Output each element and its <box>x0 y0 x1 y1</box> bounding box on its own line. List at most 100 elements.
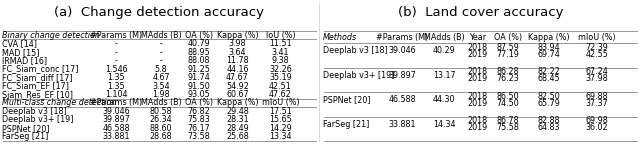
Text: 35.19: 35.19 <box>269 73 292 82</box>
Text: 47.67: 47.67 <box>226 73 249 82</box>
Text: 93.05: 93.05 <box>188 90 211 99</box>
Text: 42.51: 42.51 <box>269 82 292 91</box>
Text: 26.34: 26.34 <box>150 115 172 124</box>
Text: 88.08: 88.08 <box>188 56 211 65</box>
Text: 83.94: 83.94 <box>538 43 561 52</box>
Text: 69.98: 69.98 <box>586 116 609 125</box>
Text: IRMAD [16]: IRMAD [16] <box>1 56 47 65</box>
Text: 39.897: 39.897 <box>388 71 417 80</box>
Text: -: - <box>115 39 118 48</box>
Text: FC_Siam_diff [17]: FC_Siam_diff [17] <box>1 73 72 82</box>
Text: MAD [15]: MAD [15] <box>1 48 39 57</box>
Text: -: - <box>115 48 118 57</box>
Text: 60.67: 60.67 <box>226 90 249 99</box>
Text: 46.588: 46.588 <box>102 124 130 133</box>
Text: 72.39: 72.39 <box>586 43 609 52</box>
Text: Kappa (%): Kappa (%) <box>529 33 570 42</box>
Text: 40.79: 40.79 <box>188 39 211 48</box>
Text: 33.881: 33.881 <box>102 132 130 141</box>
Text: 37.98: 37.98 <box>586 74 609 83</box>
Text: 91.25: 91.25 <box>188 65 211 74</box>
Text: 1.35: 1.35 <box>108 73 125 82</box>
Text: -: - <box>159 48 163 57</box>
Text: 69.88: 69.88 <box>586 92 608 101</box>
Text: 3.64: 3.64 <box>228 48 246 57</box>
Text: 47.62: 47.62 <box>269 90 292 99</box>
Text: 67.24: 67.24 <box>586 67 609 76</box>
Text: 14.34: 14.34 <box>433 120 455 129</box>
Text: 3.54: 3.54 <box>152 82 170 91</box>
Text: 86.78: 86.78 <box>497 116 519 125</box>
Text: 25.68: 25.68 <box>226 132 249 141</box>
Text: 9.38: 9.38 <box>271 56 289 65</box>
Text: 1.546: 1.546 <box>105 65 127 74</box>
Text: 28.68: 28.68 <box>150 132 172 141</box>
Text: 2019: 2019 <box>467 50 488 59</box>
Text: 76.23: 76.23 <box>497 74 519 83</box>
Text: 28.49: 28.49 <box>226 124 249 133</box>
Text: 4.67: 4.67 <box>152 73 170 82</box>
Text: 2019: 2019 <box>467 123 488 132</box>
Text: 44.30: 44.30 <box>433 95 455 104</box>
Text: IoU (%): IoU (%) <box>266 31 295 40</box>
Text: OA (%): OA (%) <box>493 33 522 42</box>
Text: Binary change detection: Binary change detection <box>1 31 100 40</box>
Text: 33.881: 33.881 <box>389 120 416 129</box>
Text: OA (%): OA (%) <box>185 31 213 40</box>
Text: Deeplab v3 [18]: Deeplab v3 [18] <box>323 46 388 55</box>
Text: 1.98: 1.98 <box>152 90 170 99</box>
Text: 91.74: 91.74 <box>188 73 211 82</box>
Text: Kappa (%): Kappa (%) <box>216 31 259 40</box>
Text: 1.104: 1.104 <box>105 90 127 99</box>
Text: 91.50: 91.50 <box>188 82 211 91</box>
Text: MAdds (B): MAdds (B) <box>141 98 181 107</box>
Text: 2019: 2019 <box>467 74 488 83</box>
Text: Methods: Methods <box>323 33 357 42</box>
Text: 75.83: 75.83 <box>188 115 211 124</box>
Text: 39.897: 39.897 <box>102 115 131 124</box>
Text: 86.50: 86.50 <box>497 92 519 101</box>
Text: 2019: 2019 <box>467 99 488 108</box>
Text: FC_Siam_EF [17]: FC_Siam_EF [17] <box>1 82 68 91</box>
Text: Year: Year <box>469 33 486 42</box>
Text: PSPNet [20]: PSPNet [20] <box>323 95 371 104</box>
Text: MAdds (B): MAdds (B) <box>424 33 465 42</box>
Text: 65.79: 65.79 <box>538 99 561 108</box>
Text: Kappa (%): Kappa (%) <box>216 98 259 107</box>
Text: 82.22: 82.22 <box>538 67 561 76</box>
Text: 29.48: 29.48 <box>226 107 249 116</box>
Text: 36.02: 36.02 <box>586 123 608 132</box>
Text: Deeplab v3+ [19]: Deeplab v3+ [19] <box>323 71 394 80</box>
Text: 44.16: 44.16 <box>226 65 249 74</box>
Text: 69.74: 69.74 <box>538 50 561 59</box>
Text: Deeplab v3 [18]: Deeplab v3 [18] <box>1 107 67 116</box>
Text: 82.88: 82.88 <box>538 116 561 125</box>
Text: Siam_Res_EF [10]: Siam_Res_EF [10] <box>1 90 72 99</box>
Text: 42.55: 42.55 <box>586 50 609 59</box>
Text: (b)  Land cover accuracy: (b) Land cover accuracy <box>398 6 563 19</box>
Text: 13.34: 13.34 <box>269 132 292 141</box>
Text: 73.58: 73.58 <box>188 132 211 141</box>
Text: -: - <box>159 56 163 65</box>
Text: 32.26: 32.26 <box>269 65 292 74</box>
Text: #Params (M): #Params (M) <box>90 98 142 107</box>
Text: 82.50: 82.50 <box>538 92 561 101</box>
Text: -: - <box>115 56 118 65</box>
Text: 15.65: 15.65 <box>269 115 292 124</box>
Text: Deeplab v3+ [19]: Deeplab v3+ [19] <box>1 115 73 124</box>
Text: 88.95: 88.95 <box>188 48 211 57</box>
Text: PSPNet [20]: PSPNet [20] <box>1 124 49 133</box>
Text: 14.29: 14.29 <box>269 124 292 133</box>
Text: 3.98: 3.98 <box>228 39 246 48</box>
Text: 1.35: 1.35 <box>108 82 125 91</box>
Text: 2018: 2018 <box>467 67 488 76</box>
Text: 28.31: 28.31 <box>226 115 249 124</box>
Text: CVA [14]: CVA [14] <box>1 39 36 48</box>
Text: 2018: 2018 <box>467 116 488 125</box>
Text: 77.19: 77.19 <box>496 50 519 59</box>
Text: FarSeg [21]: FarSeg [21] <box>1 132 48 141</box>
Text: 40.29: 40.29 <box>433 46 456 55</box>
Text: 76.17: 76.17 <box>188 124 211 133</box>
Text: OA (%): OA (%) <box>185 98 213 107</box>
Text: #Params (M): #Params (M) <box>376 33 429 42</box>
